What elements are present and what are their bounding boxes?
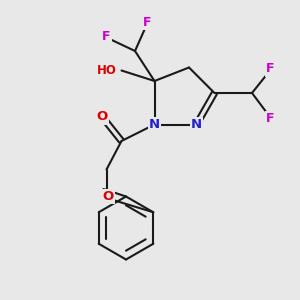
Text: F: F	[102, 29, 111, 43]
Text: F: F	[266, 112, 275, 125]
Text: F: F	[143, 16, 151, 29]
Text: HO: HO	[97, 64, 117, 77]
Text: N: N	[191, 118, 202, 131]
Text: F: F	[266, 62, 275, 76]
Text: O: O	[102, 190, 114, 203]
Text: N: N	[149, 118, 160, 131]
Text: O: O	[96, 110, 108, 124]
